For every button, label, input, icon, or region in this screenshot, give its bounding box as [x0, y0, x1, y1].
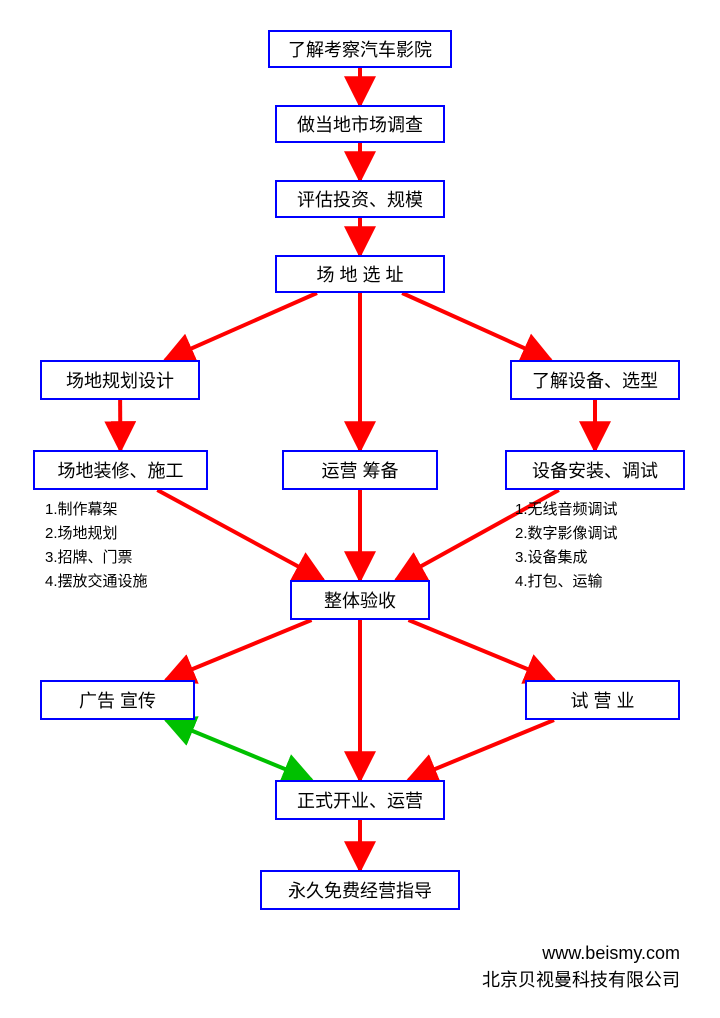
note-install-list: 1.无线音频调试2.数字影像调试3.设备集成4.打包、运输	[515, 498, 618, 594]
node-ops-prep: 运营 筹备	[282, 450, 438, 490]
node-acceptance: 整体验收	[290, 580, 430, 620]
node-market-research: 做当地市场调查	[275, 105, 445, 143]
note-construction-list: 1.制作幕架2.场地规划3.招牌、门票4.摆放交通设施	[45, 498, 148, 594]
node-evaluate: 评估投资、规模	[275, 180, 445, 218]
footer: www.beismy.com 北京贝视曼科技有限公司	[440, 940, 680, 994]
node-opening: 正式开业、运营	[275, 780, 445, 820]
node-understand: 了解考察汽车影院	[268, 30, 452, 68]
node-equip-install: 设备安装、调试	[505, 450, 685, 490]
node-guidance: 永久免费经营指导	[260, 870, 460, 910]
flowchart-canvas: 了解考察汽车影院 做当地市场调查 评估投资、规模 场 地 选 址 场地规划设计 …	[0, 0, 720, 1018]
node-trial: 试 营 业	[525, 680, 680, 720]
footer-company: 北京贝视曼科技有限公司	[440, 967, 680, 994]
node-site-plan: 场地规划设计	[40, 360, 200, 400]
footer-url: www.beismy.com	[440, 940, 680, 967]
node-construction: 场地装修、施工	[33, 450, 208, 490]
node-advertising: 广告 宣传	[40, 680, 195, 720]
node-equip-select: 了解设备、选型	[510, 360, 680, 400]
node-site-select: 场 地 选 址	[275, 255, 445, 293]
